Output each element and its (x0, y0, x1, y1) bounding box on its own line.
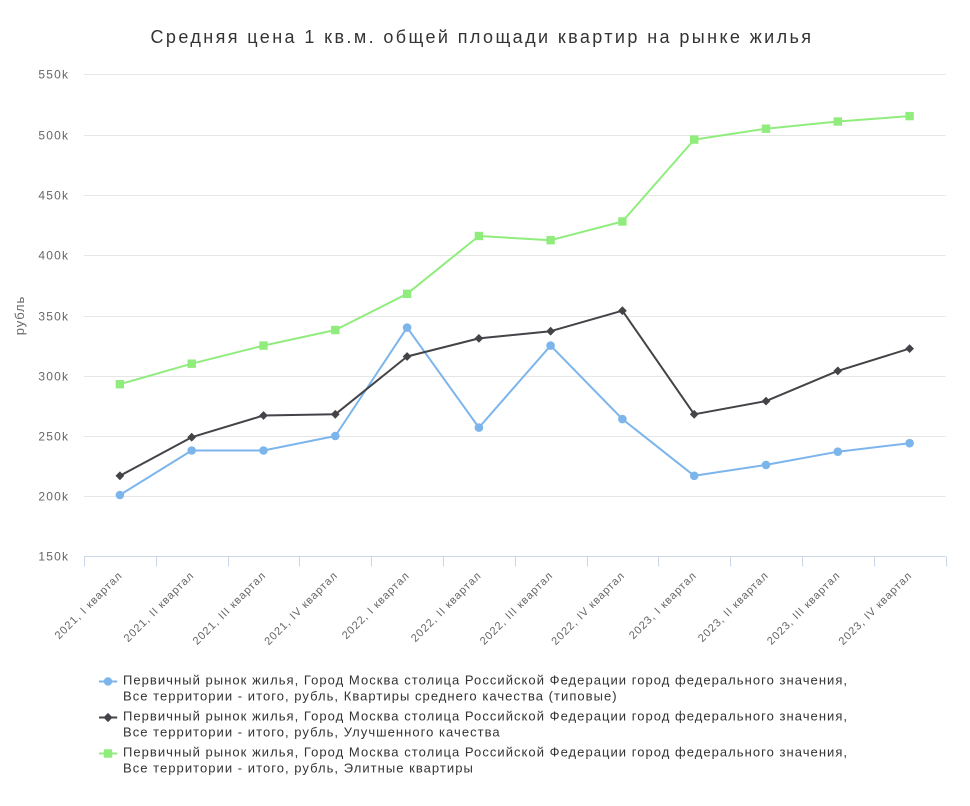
svg-text:500k: 500k (38, 129, 69, 143)
svg-text:Первичный рынок жилья, Город М: Первичный рынок жилья, Город Москва стол… (123, 709, 848, 724)
svg-text:200k: 200k (38, 490, 69, 504)
svg-text:Все территории - итого, рубль,: Все территории - итого, рубль, Квартиры … (123, 689, 618, 704)
svg-text:150k: 150k (38, 550, 69, 564)
svg-text:300k: 300k (38, 370, 69, 384)
svg-text:Первичный рынок жилья, Город М: Первичный рынок жилья, Город Москва стол… (123, 673, 848, 688)
svg-text:250k: 250k (38, 430, 69, 444)
svg-text:Все территории - итого, рубль,: Все территории - итого, рубль, Улучшенно… (123, 725, 501, 740)
svg-text:Первичный рынок жилья, Город М: Первичный рынок жилья, Город Москва стол… (123, 745, 848, 760)
svg-text:Все территории - итого, рубль,: Все территории - итого, рубль, Элитные к… (123, 761, 474, 776)
svg-text:Средняя цена 1 кв.м. общей пло: Средняя цена 1 кв.м. общей площади кварт… (151, 27, 814, 47)
svg-text:350k: 350k (38, 310, 69, 324)
svg-text:рубль: рубль (12, 296, 27, 335)
svg-text:550k: 550k (38, 68, 69, 82)
svg-text:450k: 450k (38, 189, 69, 203)
svg-text:400k: 400k (38, 249, 69, 263)
